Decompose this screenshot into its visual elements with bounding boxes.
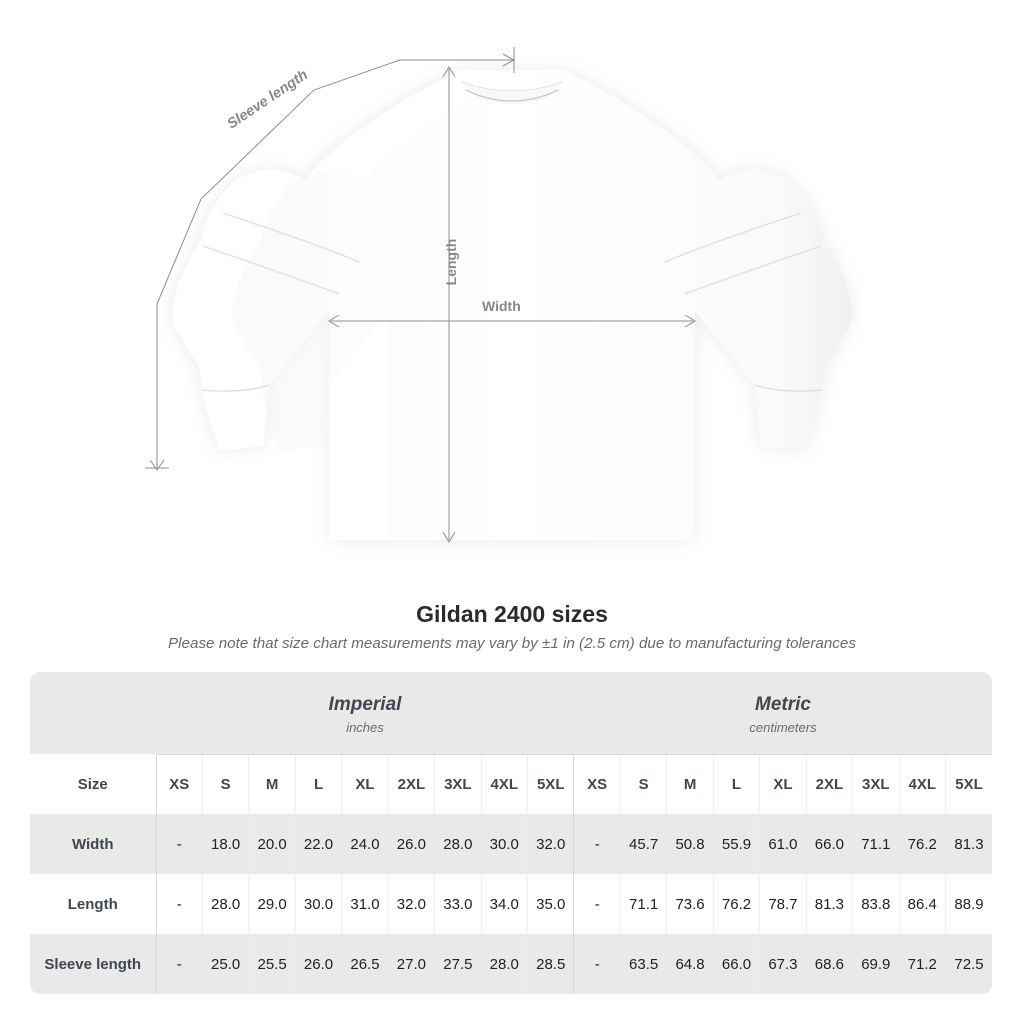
svg-text:Length: Length (443, 239, 459, 286)
svg-text:Width: Width (482, 298, 521, 314)
svg-text:Sleeve length: Sleeve length (225, 67, 312, 133)
